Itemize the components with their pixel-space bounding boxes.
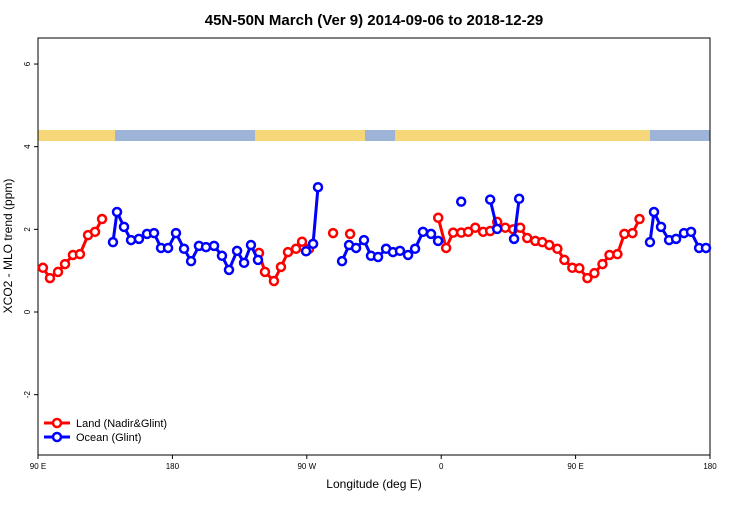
x-tick-label: 180 — [166, 462, 180, 471]
point — [259, 266, 271, 278]
point — [521, 232, 533, 244]
x-tick-label: 0 — [439, 462, 444, 471]
point — [44, 272, 56, 284]
point — [223, 264, 235, 276]
y-tick-label: 4 — [23, 144, 32, 149]
point — [455, 196, 467, 207]
x-tick-label: 90 E — [567, 462, 583, 471]
y-tick-label: 0 — [23, 309, 32, 314]
point — [200, 241, 212, 253]
point — [432, 212, 444, 224]
point — [37, 262, 49, 274]
point — [327, 227, 339, 239]
point — [74, 248, 86, 260]
point — [59, 258, 71, 270]
point — [619, 228, 630, 240]
point — [344, 228, 356, 240]
y-tick-label: 6 — [23, 61, 32, 66]
point — [245, 239, 257, 251]
x-axis-label: Longitude (deg E) — [326, 477, 421, 491]
point — [312, 181, 324, 193]
point — [111, 206, 123, 218]
point — [372, 251, 384, 263]
point — [238, 257, 250, 269]
point — [336, 255, 348, 267]
point — [307, 238, 319, 250]
legend-marker — [51, 431, 63, 443]
point — [440, 242, 452, 254]
point — [582, 272, 593, 284]
point — [655, 221, 667, 233]
x-tick-label: 90 W — [297, 462, 316, 471]
point — [275, 261, 287, 273]
point — [469, 222, 481, 233]
land-ocean-strip — [38, 130, 710, 141]
point — [252, 254, 264, 266]
point — [89, 226, 101, 238]
plot-frame — [37, 37, 711, 456]
point — [648, 206, 660, 218]
y-tick-label: 2 — [23, 227, 32, 232]
point — [574, 262, 585, 274]
point — [208, 240, 220, 252]
point — [589, 267, 600, 279]
point — [484, 194, 496, 205]
point — [513, 193, 525, 205]
point — [96, 213, 108, 225]
point — [133, 233, 145, 245]
point — [185, 255, 197, 267]
point — [118, 221, 130, 233]
point — [644, 236, 656, 248]
legend: Land (Nadir&Glint) Ocean (Glint) — [44, 417, 167, 444]
point — [432, 235, 444, 247]
point — [296, 236, 308, 247]
point — [612, 248, 623, 260]
legend-label: Land (Nadir&Glint) — [76, 418, 167, 430]
point — [52, 266, 64, 278]
point — [402, 249, 414, 261]
point — [447, 227, 459, 238]
point — [170, 227, 182, 239]
y-axis-label: XCO2 - MLO trend (ppm) — [1, 179, 15, 314]
point — [282, 246, 294, 258]
point — [544, 239, 555, 251]
point — [559, 254, 570, 266]
y-tick-label: -2 — [23, 391, 32, 399]
point — [107, 236, 119, 248]
point — [162, 242, 174, 254]
point — [409, 243, 421, 255]
point — [216, 250, 228, 262]
point — [685, 226, 697, 238]
point — [178, 243, 190, 255]
point — [394, 245, 406, 257]
point — [125, 234, 137, 246]
point — [425, 228, 437, 240]
point — [634, 213, 645, 225]
point — [148, 227, 160, 239]
point — [514, 222, 526, 233]
point — [300, 246, 312, 257]
point — [417, 226, 429, 238]
point — [552, 243, 563, 255]
point — [670, 233, 682, 245]
chart-title: 45N-50N March (Ver 9) 2014-09-06 to 2018… — [205, 12, 544, 29]
point — [268, 275, 280, 287]
point — [358, 234, 370, 246]
point — [627, 227, 638, 239]
point — [508, 233, 520, 245]
x-tick-label: 90 E — [30, 462, 46, 471]
point — [597, 258, 608, 270]
legend-label: Ocean (Glint) — [76, 432, 141, 444]
point — [350, 242, 362, 254]
point — [290, 243, 302, 255]
point — [231, 245, 243, 257]
point — [491, 223, 503, 235]
x-tick-label: 180 — [703, 462, 717, 471]
point — [700, 242, 712, 254]
legend-marker — [51, 417, 63, 429]
